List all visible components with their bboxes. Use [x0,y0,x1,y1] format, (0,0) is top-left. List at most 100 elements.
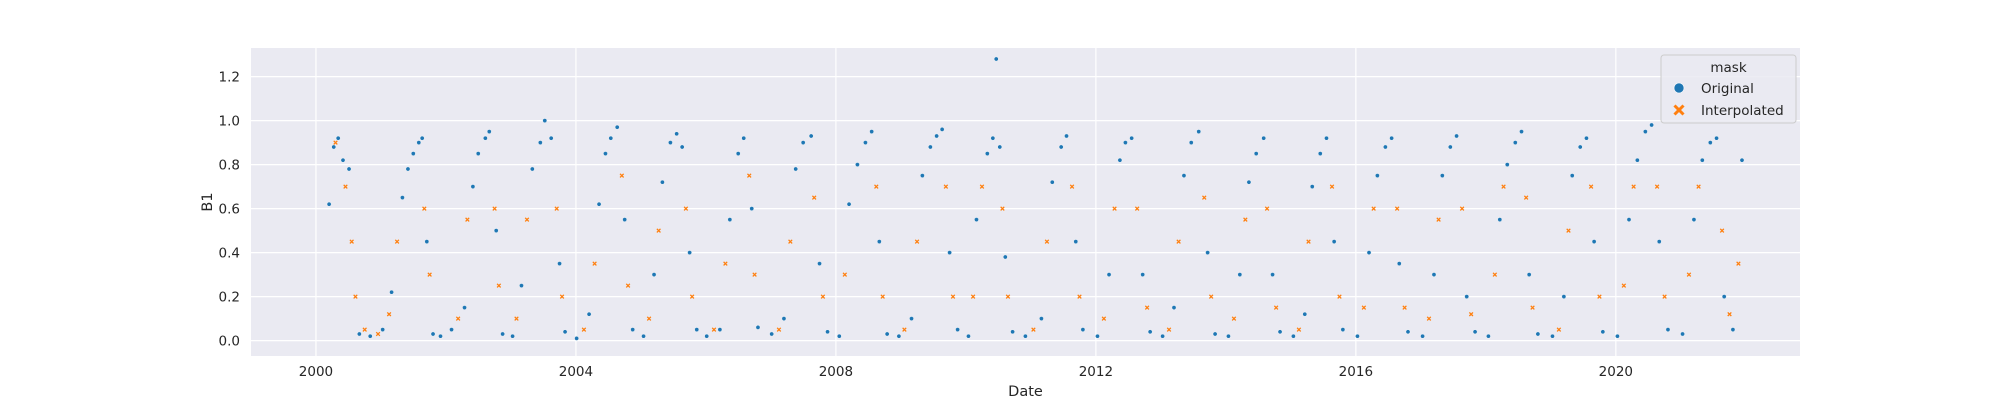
data-point-original [955,327,960,332]
data-point-original [651,272,657,277]
data-point-original [1497,217,1503,222]
data-point-original [1680,331,1685,337]
data-point-interpolated [1654,184,1660,189]
data-point-original [1600,329,1606,335]
data-point-original [1188,140,1194,145]
x-tick-labels: 2000 2004 2008 2012 2016 2020 [299,364,1633,380]
data-point-original [1405,329,1411,335]
data-point-original [335,135,341,141]
data-point-interpolated [592,261,597,266]
legend-marker-circle [1673,82,1685,94]
data-point-interpolated [646,316,652,321]
data-point-original [410,151,416,156]
data-point-original [1375,173,1380,178]
data-point-original [1123,140,1128,145]
x-axis-label: Date [1008,384,1043,400]
data-point-interpolated [1361,305,1367,310]
data-point-original [1095,333,1100,339]
data-point-original [1129,135,1134,141]
x-tick-label: 2020 [1599,364,1633,380]
data-point-interpolated [746,173,752,178]
data-point-original [586,311,592,317]
legend-title: mask [1710,60,1746,76]
data-point-interpolated [1201,195,1207,200]
x-tick-label: 2016 [1339,364,1373,380]
data-point-original [357,331,362,337]
x-tick-label: 2008 [819,364,853,380]
data-point-original [1649,122,1654,128]
data-point-original [825,329,830,335]
data-point-original [1003,254,1008,260]
data-point-interpolated [1005,294,1011,299]
data-point-original [608,135,614,141]
data-point-original [863,140,868,145]
data-point-original [1226,333,1231,339]
data-point-original [1691,217,1697,222]
data-point-original [990,135,996,141]
data-point-original [1730,327,1736,332]
data-point-interpolated [581,327,587,332]
data-point-original [808,133,814,139]
data-point-original [1064,133,1069,139]
data-point-original [419,135,425,141]
data-point-original [1535,331,1541,337]
data-point-original [869,129,874,134]
data-point-original [346,166,352,172]
data-point-original [1561,294,1567,299]
data-point-interpolated [1000,206,1005,211]
data-point-interpolated [1337,294,1342,299]
data-point-original [1635,157,1640,163]
data-point-original [920,173,925,178]
y-tick-labels: 0.0 0.2 0.4 0.6 0.8 1.0 1.2 [219,70,240,350]
data-point-interpolated [1069,184,1075,189]
data-point-original [1464,294,1470,299]
grid-lines [251,48,1800,356]
data-point-original [1261,135,1266,141]
data-point-interpolated [950,294,956,299]
legend-box [1660,54,1797,124]
data-point-original [530,166,535,172]
data-point-original [562,329,568,335]
data-point-original [1196,129,1202,134]
data-point-interpolated [496,283,502,288]
data-point-interpolated [1134,206,1140,211]
data-point-original [326,201,332,207]
data-point-original [430,331,436,337]
data-point-original [966,333,971,339]
data-point-original [500,331,505,337]
data-point-interpolated [1296,327,1302,332]
data-point-interpolated [422,206,427,211]
data-point-interpolated [656,228,661,233]
data-point-original [538,140,543,145]
data-point-interpolated [1588,184,1594,189]
data-point-original [855,162,860,167]
data-point-original [1023,333,1028,339]
data-point-interpolated [788,239,793,244]
data-point-interpolated [1243,217,1248,222]
data-point-original [542,118,548,123]
data-point-original [367,333,373,339]
data-point-original [993,56,999,62]
data-point-original [1291,333,1296,339]
data-point-original [486,129,492,134]
legend-label: Interpolated [1701,103,1784,119]
data-point-original [687,250,692,255]
data-point-original [769,331,774,337]
data-point-original [1656,239,1662,244]
data-point-original [574,336,579,341]
plot-area [251,48,1800,356]
data-point-interpolated [689,294,695,299]
data-point-interpolated [353,294,358,299]
data-point-original [519,283,524,288]
data-point-original [1448,144,1453,150]
data-point-original [1340,327,1346,332]
data-point-interpolated [1371,206,1376,211]
data-point-original [331,144,337,150]
data-point-original [1058,144,1064,150]
data-point-original [793,166,798,172]
data-point-original [470,184,476,189]
data-point-interpolated [362,327,367,332]
data-point-interpolated [1077,294,1082,299]
data-point-original [548,135,554,141]
data-point-interpolated [1031,327,1036,332]
